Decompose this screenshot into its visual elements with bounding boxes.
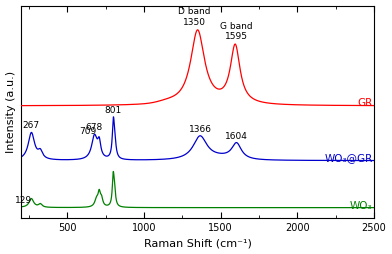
Text: 1604: 1604 — [225, 132, 248, 140]
Text: WO₃: WO₃ — [350, 201, 372, 211]
Text: GR: GR — [357, 98, 372, 108]
Text: G band
1595: G band 1595 — [220, 22, 252, 41]
Y-axis label: Intensity (a.u.): Intensity (a.u.) — [5, 71, 16, 153]
Text: 1366: 1366 — [189, 125, 212, 134]
Text: WO₃@GR: WO₃@GR — [324, 153, 372, 163]
Text: 267: 267 — [23, 121, 40, 130]
Text: 801: 801 — [105, 106, 122, 115]
X-axis label: Raman Shift (cm⁻¹): Raman Shift (cm⁻¹) — [143, 239, 252, 248]
Text: 129: 129 — [15, 196, 32, 205]
Text: 678: 678 — [86, 123, 103, 132]
Text: D band
1350: D band 1350 — [178, 7, 211, 27]
Text: 709: 709 — [79, 127, 96, 136]
